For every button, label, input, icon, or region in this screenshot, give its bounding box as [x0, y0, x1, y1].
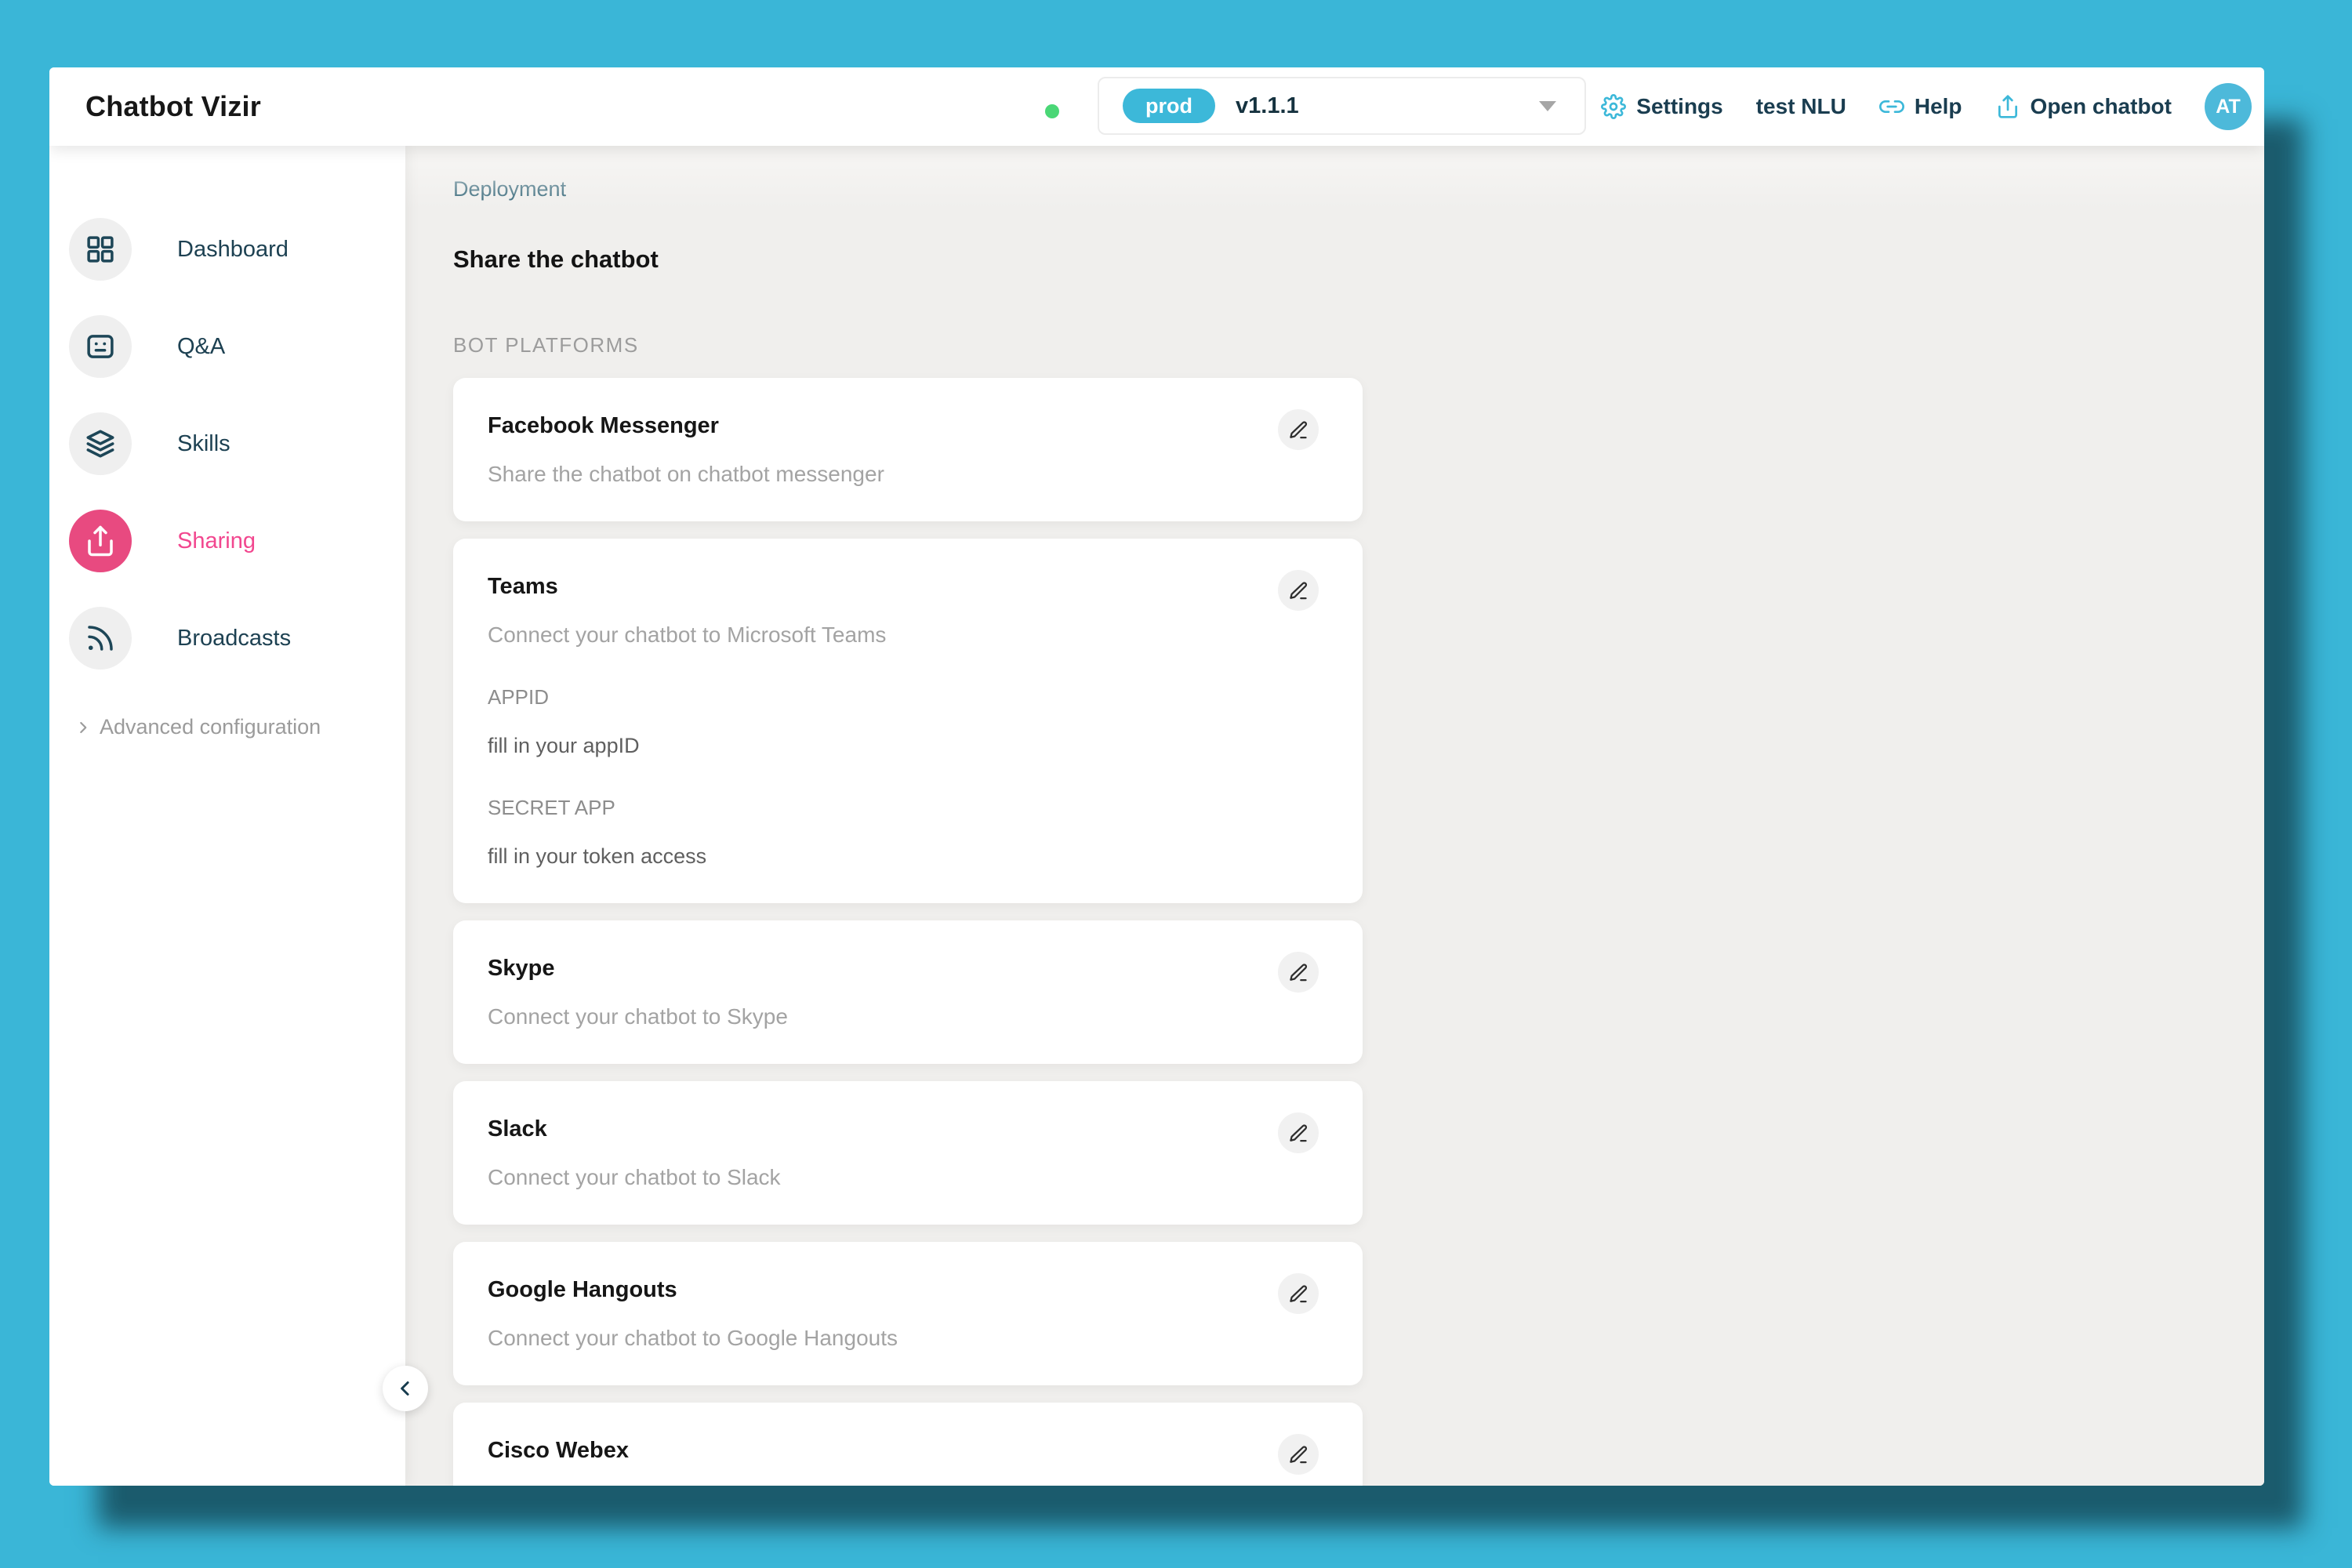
- card-title: Skype: [488, 956, 555, 981]
- card-description: Connect your chatbot to Slack: [488, 1165, 781, 1189]
- share-icon: [69, 510, 132, 572]
- platform-card-teams: Teams Connect your chatbot to Microsoft …: [453, 539, 1363, 903]
- status-dot: [1045, 104, 1059, 118]
- settings-button[interactable]: Settings: [1601, 94, 1723, 119]
- card-title: Cisco Webex: [488, 1438, 629, 1463]
- edit-button[interactable]: [1278, 952, 1319, 993]
- edit-button[interactable]: [1278, 409, 1319, 450]
- sidebar-item-sharing[interactable]: Sharing: [49, 492, 405, 590]
- platform-card-skype: Skype Connect your chatbot to Skype: [453, 920, 1363, 1064]
- pencil-icon: [1288, 1283, 1309, 1305]
- sidebar-item-label: Sharing: [177, 528, 256, 554]
- test-nlu-button[interactable]: test NLU: [1756, 94, 1846, 119]
- chevron-down-icon: [1539, 100, 1556, 111]
- breadcrumb: Deployment: [453, 177, 567, 201]
- app-window: Chatbot Vizir prod v1.1.1 Settings test …: [49, 67, 2264, 1486]
- card-title: Slack: [488, 1116, 547, 1142]
- edit-button[interactable]: [1278, 1434, 1319, 1475]
- field-value: fill in your appID: [488, 734, 640, 757]
- card-title: Google Hangouts: [488, 1277, 677, 1302]
- sidebar-item-label: Skills: [177, 430, 230, 456]
- field-value: fill in your token access: [488, 844, 707, 868]
- grid-icon: [69, 218, 132, 281]
- page-title: Share the chatbot: [453, 245, 659, 273]
- rss-icon: [69, 607, 132, 670]
- header-menu: Settings test NLU Help Open chatbot: [1601, 67, 2252, 146]
- app-body: Dashboard Q&A Skills: [49, 146, 2264, 1486]
- main-content: Deployment Share the chatbot BOT PLATFOR…: [405, 146, 2264, 1486]
- open-chatbot-label: Open chatbot: [2030, 94, 2172, 118]
- card-title: Facebook Messenger: [488, 413, 719, 438]
- field-label: SECRET APP: [488, 796, 615, 819]
- avatar[interactable]: AT: [2205, 83, 2252, 130]
- card-title: Teams: [488, 574, 558, 599]
- help-label: Help: [1914, 94, 1962, 118]
- gear-icon: [1601, 94, 1627, 119]
- advanced-configuration-label: Advanced configuration: [100, 715, 321, 739]
- platform-card-google-hangouts: Google Hangouts Connect your chatbot to …: [453, 1242, 1363, 1385]
- edit-button[interactable]: [1278, 1273, 1319, 1314]
- help-button[interactable]: Help: [1878, 94, 1962, 119]
- card-description: Connect your chatbot to Skype: [488, 1004, 788, 1029]
- version-label: v1.1.1: [1236, 93, 1299, 118]
- sidebar-item-label: Dashboard: [177, 236, 289, 262]
- sidebar-item-label: Broadcasts: [177, 625, 292, 651]
- card-description: Connect your chatbot to Google Hangouts: [488, 1326, 898, 1350]
- field-label: APPID: [488, 685, 550, 709]
- sidebar-item-skills[interactable]: Skills: [49, 395, 405, 492]
- settings-label: Settings: [1636, 94, 1723, 118]
- chevron-left-icon: [394, 1377, 417, 1400]
- edit-button[interactable]: [1278, 1112, 1319, 1153]
- sidebar-collapse-button[interactable]: [383, 1366, 428, 1411]
- platform-card-list: Facebook Messenger Share the chatbot on …: [453, 378, 1363, 1486]
- platform-card-cisco-webex: Cisco Webex: [453, 1403, 1363, 1486]
- open-chatbot-button[interactable]: Open chatbot: [1995, 94, 2172, 119]
- section-label: BOT PLATFORMS: [453, 333, 639, 357]
- link-icon: [1878, 94, 1904, 119]
- env-badge: prod: [1123, 89, 1215, 123]
- advanced-configuration-link[interactable]: Advanced configuration: [49, 715, 405, 739]
- share-icon: [1995, 94, 2020, 119]
- test-nlu-label: test NLU: [1755, 94, 1846, 118]
- app-title: Chatbot Vizir: [85, 90, 261, 122]
- sidebar: Dashboard Q&A Skills: [49, 146, 405, 1486]
- layers-icon: [69, 412, 132, 475]
- platform-card-slack: Slack Connect your chatbot to Slack: [453, 1081, 1363, 1225]
- version-dropdown[interactable]: prod v1.1.1: [1098, 77, 1586, 135]
- card-description: Share the chatbot on chatbot messenger: [488, 462, 884, 486]
- pencil-icon: [1288, 580, 1309, 601]
- sidebar-item-qa[interactable]: Q&A: [49, 298, 405, 395]
- sidebar-item-dashboard[interactable]: Dashboard: [49, 201, 405, 298]
- chevron-right-icon: [73, 717, 93, 738]
- sidebar-item-broadcasts[interactable]: Broadcasts: [49, 590, 405, 687]
- bot-face-icon: [69, 315, 132, 378]
- card-description: Connect your chatbot to Microsoft Teams: [488, 622, 887, 647]
- pencil-icon: [1288, 419, 1309, 441]
- sidebar-item-label: Q&A: [177, 333, 226, 359]
- top-bar: Chatbot Vizir prod v1.1.1 Settings test …: [49, 67, 2264, 146]
- platform-card-facebook-messenger: Facebook Messenger Share the chatbot on …: [453, 378, 1363, 521]
- pencil-icon: [1288, 1444, 1309, 1465]
- edit-button[interactable]: [1278, 570, 1319, 611]
- pencil-icon: [1288, 1123, 1309, 1144]
- pencil-icon: [1288, 962, 1309, 983]
